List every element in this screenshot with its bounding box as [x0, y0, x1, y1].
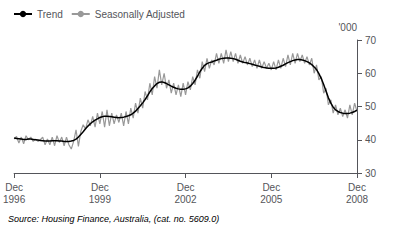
svg-text:Seasonally Adjusted: Seasonally Adjusted [95, 9, 185, 20]
svg-text:Dec: Dec [262, 182, 280, 193]
svg-text:Dec: Dec [177, 182, 195, 193]
svg-text:50: 50 [365, 101, 377, 112]
svg-text:'000: '000 [338, 22, 357, 33]
svg-text:40: 40 [365, 134, 377, 145]
svg-text:2002: 2002 [174, 194, 197, 205]
svg-text:30: 30 [365, 168, 377, 179]
svg-text:Trend: Trend [37, 9, 63, 20]
svg-text:1999: 1999 [89, 194, 112, 205]
svg-text:1996: 1996 [3, 194, 26, 205]
svg-text:60: 60 [365, 68, 377, 79]
svg-text:Source: Housing Finance, Austr: Source: Housing Finance, Australia, (cat… [8, 214, 219, 224]
svg-text:70: 70 [365, 35, 377, 46]
svg-text:2008: 2008 [346, 194, 369, 205]
svg-text:Dec: Dec [5, 182, 23, 193]
svg-text:Dec: Dec [348, 182, 366, 193]
svg-text:2005: 2005 [260, 194, 283, 205]
svg-text:Dec: Dec [91, 182, 109, 193]
